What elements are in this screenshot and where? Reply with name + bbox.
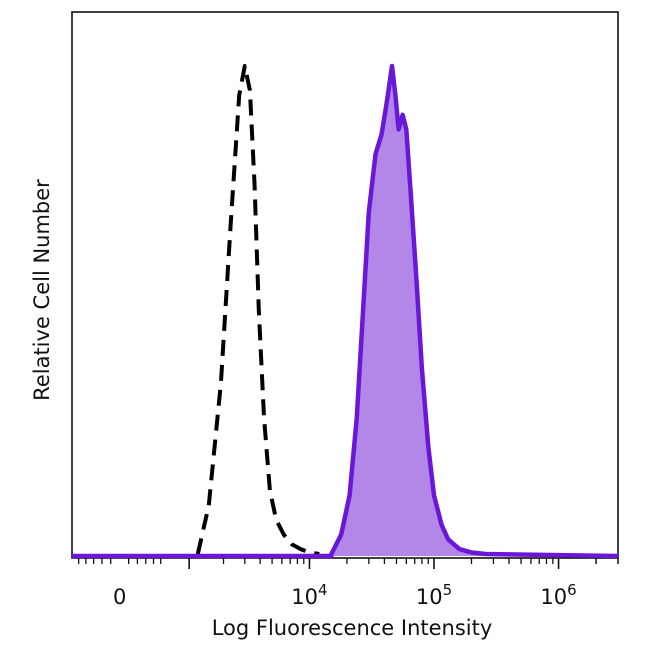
x-tick-label-0: 0 — [113, 585, 126, 609]
x-tick-label-2: 105 — [416, 581, 452, 609]
series-0-line — [195, 64, 320, 556]
series-1-line — [72, 63, 619, 559]
y-axis-label: Relative Cell Number — [30, 179, 54, 401]
x-tick-label-1: 104 — [291, 581, 327, 609]
series-1-fill — [72, 66, 618, 556]
x-axis-label: Log Fluorescence Intensity — [211, 616, 493, 640]
x-tick-label-3: 106 — [540, 581, 576, 609]
plot-frame — [71, 11, 619, 559]
